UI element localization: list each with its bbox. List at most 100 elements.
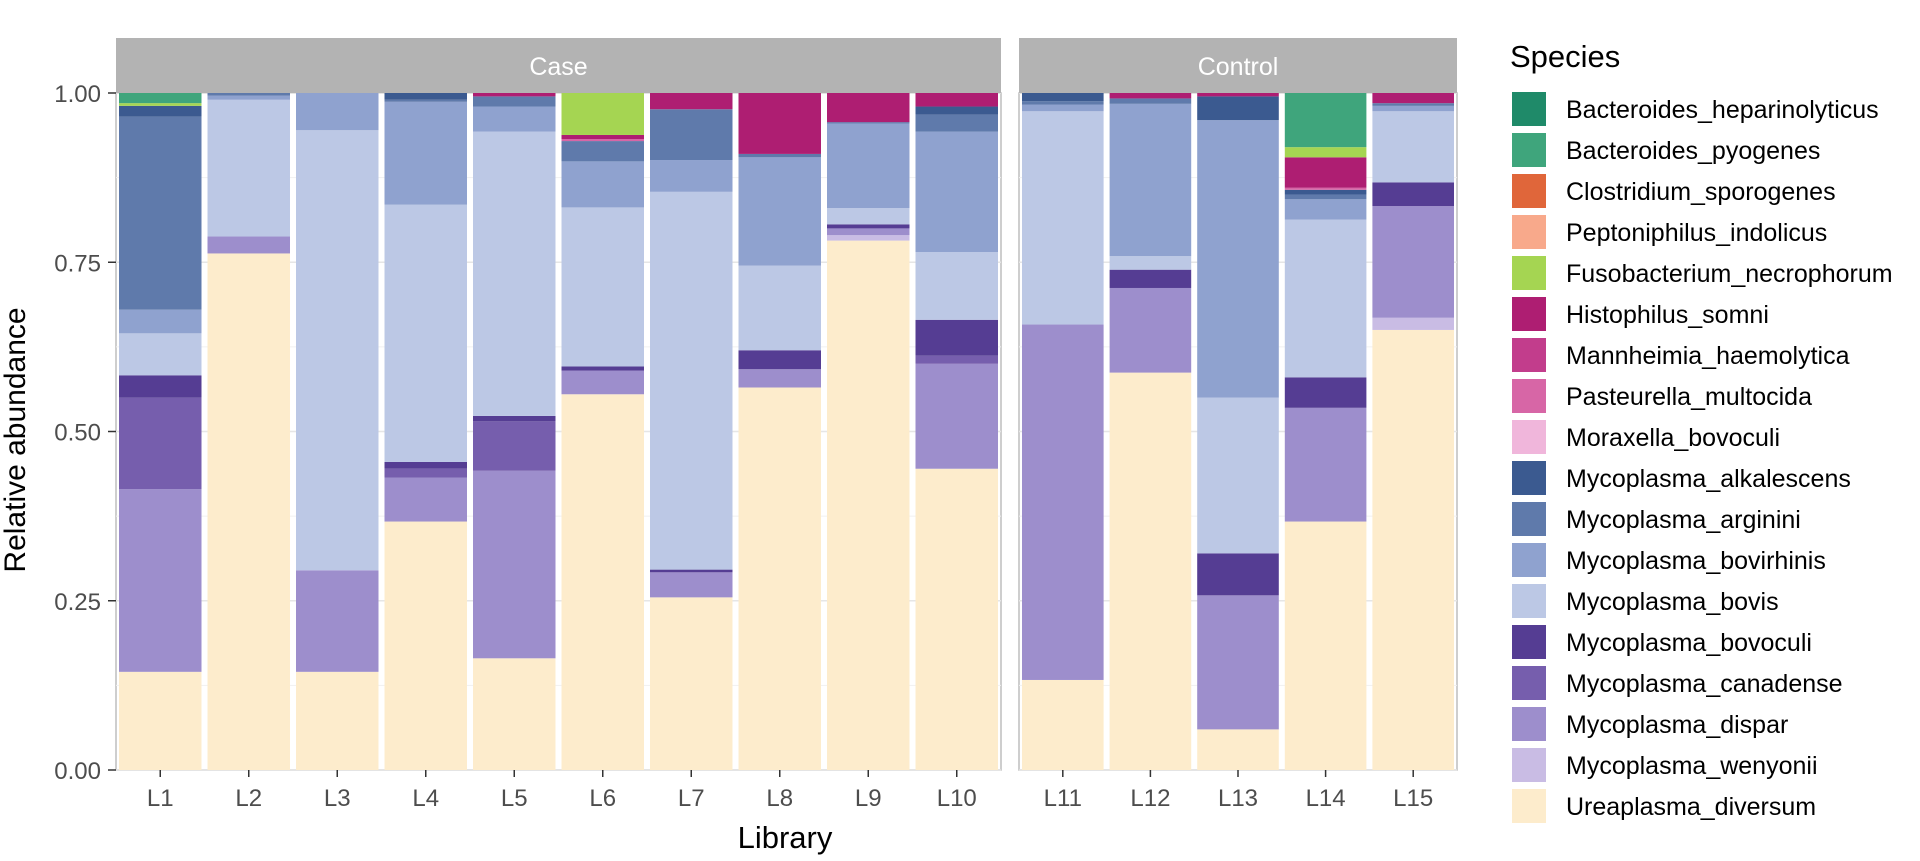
- bar-segment-L14-Histophilus_somni: [1284, 157, 1367, 188]
- bar-segment-L4-Mycoplasma_canadense: [384, 468, 467, 478]
- x-axis-title: Library: [738, 820, 833, 855]
- facet-label-control: Control: [1198, 53, 1279, 81]
- bar-segment-L1-Mycoplasma_canadense: [119, 397, 202, 490]
- bar-segment-L14-Mycoplasma_bovoculi: [1284, 377, 1367, 408]
- bar-segment-L3-Mycoplasma_dispar: [296, 570, 379, 672]
- legend-label-Mycoplasma_canadense: Mycoplasma_canadense: [1566, 670, 1843, 698]
- legend-label-Pasteurella_multocida: Pasteurella_multocida: [1566, 383, 1812, 411]
- legend-swatch-Moraxella_bovoculi: [1512, 420, 1546, 454]
- bar-segment-L11-Mycoplasma_bovirhinis: [1022, 104, 1104, 112]
- bar-segment-L1-Ureaplasma_diversum: [119, 671, 202, 770]
- legend-label-Moraxella_bovoculi: Moraxella_bovoculi: [1566, 424, 1780, 452]
- x-tick-label-L9: L9: [855, 785, 882, 812]
- legend-label-Mannheimia_haemolytica: Mannheimia_haemolytica: [1566, 342, 1850, 370]
- legend-swatch-Fusobacterium_necrophorum: [1512, 256, 1546, 290]
- bar-segment-L5-Mycoplasma_bovoculi: [473, 415, 556, 422]
- bar-segment-L6-Mycoplasma_dispar: [561, 370, 644, 395]
- bar-segment-L8-Mycoplasma_arginini: [738, 153, 821, 158]
- bar-segment-L12-Mycoplasma_dispar: [1109, 287, 1192, 373]
- legend-label-Mycoplasma_dispar: Mycoplasma_dispar: [1566, 711, 1788, 739]
- bar-segment-L15-Mycoplasma_bovis: [1372, 111, 1454, 183]
- legend-label-Bacteroides_pyogenes: Bacteroides_pyogenes: [1566, 137, 1820, 165]
- y-tick-label: 0.00: [54, 758, 101, 785]
- bar-segment-L15-Mycoplasma_bovoculi: [1372, 182, 1454, 207]
- bar-segment-L5-Mycoplasma_bovis: [473, 131, 556, 416]
- bar-segment-L5-Mycoplasma_bovirhinis: [473, 106, 556, 132]
- bar-segment-L13-Mycoplasma_bovoculi: [1197, 553, 1279, 596]
- bar-segment-L7-Mycoplasma_bovirhinis: [650, 160, 733, 192]
- bar-segment-L8-Mycoplasma_bovirhinis: [738, 157, 821, 266]
- bar-segment-L15-Mycoplasma_wenyonii: [1372, 317, 1454, 330]
- x-tick-label-L6: L6: [589, 785, 616, 812]
- bar-segment-L12-Ureaplasma_diversum: [1109, 372, 1192, 770]
- legend-swatch-Mycoplasma_alkalescens: [1512, 461, 1546, 495]
- bar-segment-L5-Mycoplasma_arginini: [473, 96, 556, 107]
- bar-segment-L15-Mycoplasma_dispar: [1372, 206, 1454, 318]
- legend-swatch-Mycoplasma_dispar: [1512, 707, 1546, 741]
- bar-segment-L1-Mycoplasma_dispar: [119, 489, 202, 672]
- legend-swatch-Bacteroides_heparinolyticus: [1512, 92, 1546, 126]
- x-tick-label-L15: L15: [1393, 785, 1433, 812]
- legend-swatch-Mycoplasma_wenyonii: [1512, 748, 1546, 782]
- bar-segment-L10-Mycoplasma_bovis: [915, 252, 998, 320]
- x-tick-label-L7: L7: [678, 785, 705, 812]
- bar-segment-L10-Mycoplasma_canadense: [915, 355, 998, 364]
- bar-segment-L1-Mycoplasma_bovoculi: [119, 375, 202, 398]
- bar-segment-L12-Mycoplasma_bovirhinis: [1109, 103, 1192, 257]
- x-tick-label-L3: L3: [324, 785, 351, 812]
- legend-swatch-Clostridium_sporogenes: [1512, 174, 1546, 208]
- legend-label-Ureaplasma_diversum: Ureaplasma_diversum: [1566, 793, 1816, 821]
- legend-label-Mycoplasma_arginini: Mycoplasma_arginini: [1566, 506, 1801, 534]
- legend-swatch-Mycoplasma_bovis: [1512, 584, 1546, 618]
- bar-segment-L6-Fusobacterium_necrophorum: [561, 93, 644, 135]
- bar-segment-L11-Mycoplasma_alkalescens: [1022, 93, 1104, 102]
- bar-segment-L10-Ureaplasma_diversum: [915, 468, 998, 770]
- y-tick-label: 0.50: [54, 420, 101, 447]
- x-tick-label-L5: L5: [501, 785, 528, 812]
- bar-segment-L6-Mycoplasma_bovirhinis: [561, 161, 644, 208]
- bar-segment-L13-Mycoplasma_alkalescens: [1197, 96, 1279, 121]
- bar-segment-L2-Ureaplasma_diversum: [207, 253, 290, 771]
- bar-segment-L4-Mycoplasma_bovoculi: [384, 461, 467, 469]
- bar-segment-L7-Histophilus_somni: [650, 93, 733, 110]
- bar-segment-L14-Mycoplasma_dispar: [1284, 407, 1367, 522]
- bar-segment-L15-Ureaplasma_diversum: [1372, 329, 1454, 770]
- bar-segment-L10-Mycoplasma_arginini: [915, 114, 998, 132]
- legend-swatch-Mycoplasma_bovoculi: [1512, 625, 1546, 659]
- bar-segment-L11-Mycoplasma_bovis: [1022, 111, 1104, 325]
- legend-label-Clostridium_sporogenes: Clostridium_sporogenes: [1566, 178, 1836, 206]
- bar-segment-L12-Histophilus_somni: [1109, 93, 1192, 99]
- bar-segment-L9-Mycoplasma_dispar: [827, 228, 910, 236]
- bar-segment-L9-Mycoplasma_bovis: [827, 208, 910, 225]
- bar-segment-L13-Mycoplasma_dispar: [1197, 595, 1279, 730]
- legend-label-Mycoplasma_bovirhinis: Mycoplasma_bovirhinis: [1566, 547, 1826, 575]
- bar-segment-L2-Mycoplasma_arginini: [207, 93, 290, 96]
- bar-segment-L14-Mycoplasma_bovis: [1284, 219, 1367, 378]
- bar-segment-L14-Bacteroides_pyogenes: [1284, 93, 1367, 148]
- legend-label-Bacteroides_heparinolyticus: Bacteroides_heparinolyticus: [1566, 96, 1879, 124]
- bar-segment-L14-Mycoplasma_alkalescens: [1284, 189, 1367, 195]
- bar-segment-L11-Mycoplasma_arginini: [1022, 101, 1104, 105]
- bar-segment-L8-Mycoplasma_bovoculi: [738, 350, 821, 370]
- bar-segment-L6-Mycoplasma_arginini: [561, 141, 644, 162]
- legend-title: Species: [1510, 39, 1620, 74]
- x-tick-label-L4: L4: [412, 785, 439, 812]
- bar-segment-L1-Bacteroides_pyogenes: [119, 93, 202, 104]
- bar-segment-L4-Mycoplasma_bovis: [384, 204, 467, 462]
- bar-segment-L7-Mycoplasma_bovis: [650, 191, 733, 570]
- x-tick-label-L8: L8: [766, 785, 793, 812]
- bar-segment-L10-Mycoplasma_bovirhinis: [915, 131, 998, 253]
- bar-segment-L10-Histophilus_somni: [915, 93, 998, 107]
- bar-segment-L13-Ureaplasma_diversum: [1197, 729, 1279, 770]
- bar-segment-L13-Mycoplasma_bovis: [1197, 397, 1279, 554]
- bar-segment-L8-Mycoplasma_bovis: [738, 265, 821, 351]
- x-tick-label-L1: L1: [147, 785, 174, 812]
- bar-segment-L9-Mycoplasma_bovoculi: [827, 224, 910, 229]
- legend-label-Peptoniphilus_indolicus: Peptoniphilus_indolicus: [1566, 219, 1827, 247]
- y-tick-label: 1.00: [54, 81, 101, 108]
- legend-label-Mycoplasma_alkalescens: Mycoplasma_alkalescens: [1566, 465, 1851, 493]
- legend-label-Histophilus_somni: Histophilus_somni: [1566, 301, 1769, 329]
- bar-segment-L15-Histophilus_somni: [1372, 93, 1454, 104]
